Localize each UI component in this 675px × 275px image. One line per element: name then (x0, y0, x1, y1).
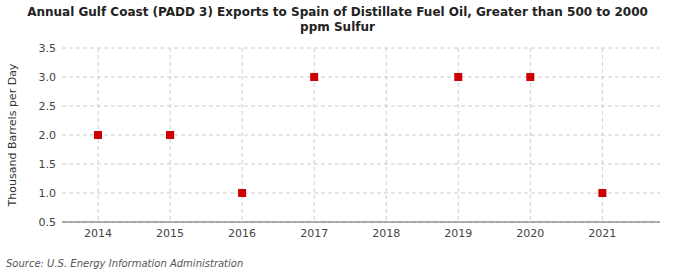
point (166, 131, 174, 139)
y-tick-label: 3.5 (39, 42, 57, 55)
y-tick-label: 2.0 (39, 129, 57, 142)
x-tick-label: 2021 (588, 227, 616, 240)
y-tick-label: 1.5 (39, 158, 57, 171)
source-note: Source: U.S. Energy Information Administ… (6, 258, 243, 269)
point (598, 189, 606, 197)
point (238, 189, 246, 197)
title: Annual Gulf Coast (PADD 3) Exports to Sp… (27, 5, 648, 34)
x-tick-label: 2018 (372, 227, 400, 240)
y-grid-line (62, 222, 660, 223)
grid (62, 48, 660, 222)
point (454, 73, 462, 81)
y-tick-label: 1.0 (39, 187, 57, 200)
y-tick-label: 3.0 (39, 71, 57, 84)
point (310, 73, 318, 81)
x-tick-label: 2015 (156, 227, 184, 240)
chart-container: Annual Gulf Coast (PADD 3) Exports to Sp… (0, 0, 675, 275)
x-tick-label: 2016 (228, 227, 256, 240)
x-tick-label: 2019 (444, 227, 472, 240)
y-grid-line (62, 135, 660, 136)
x-tick-label: 2017 (300, 227, 328, 240)
points (94, 73, 606, 197)
y-tick-label: 0.5 (39, 216, 57, 229)
x-axis-line (62, 222, 660, 223)
y-tick-label: 2.5 (39, 100, 57, 113)
y-grid-line (62, 106, 660, 107)
x-tick-label: 2014 (84, 227, 112, 240)
point (94, 131, 102, 139)
y-grid-line (62, 48, 660, 49)
point (166, 131, 174, 139)
y-grid-line (62, 164, 660, 165)
y-axis-label: Thousand Barrels per Day (6, 63, 19, 207)
x-tick-label: 2020 (516, 227, 544, 240)
y-grid-line (62, 77, 660, 78)
point (526, 73, 534, 81)
chart: Annual Gulf Coast (PADD 3) Exports to Sp… (0, 0, 675, 275)
y-grid-line (62, 193, 660, 194)
